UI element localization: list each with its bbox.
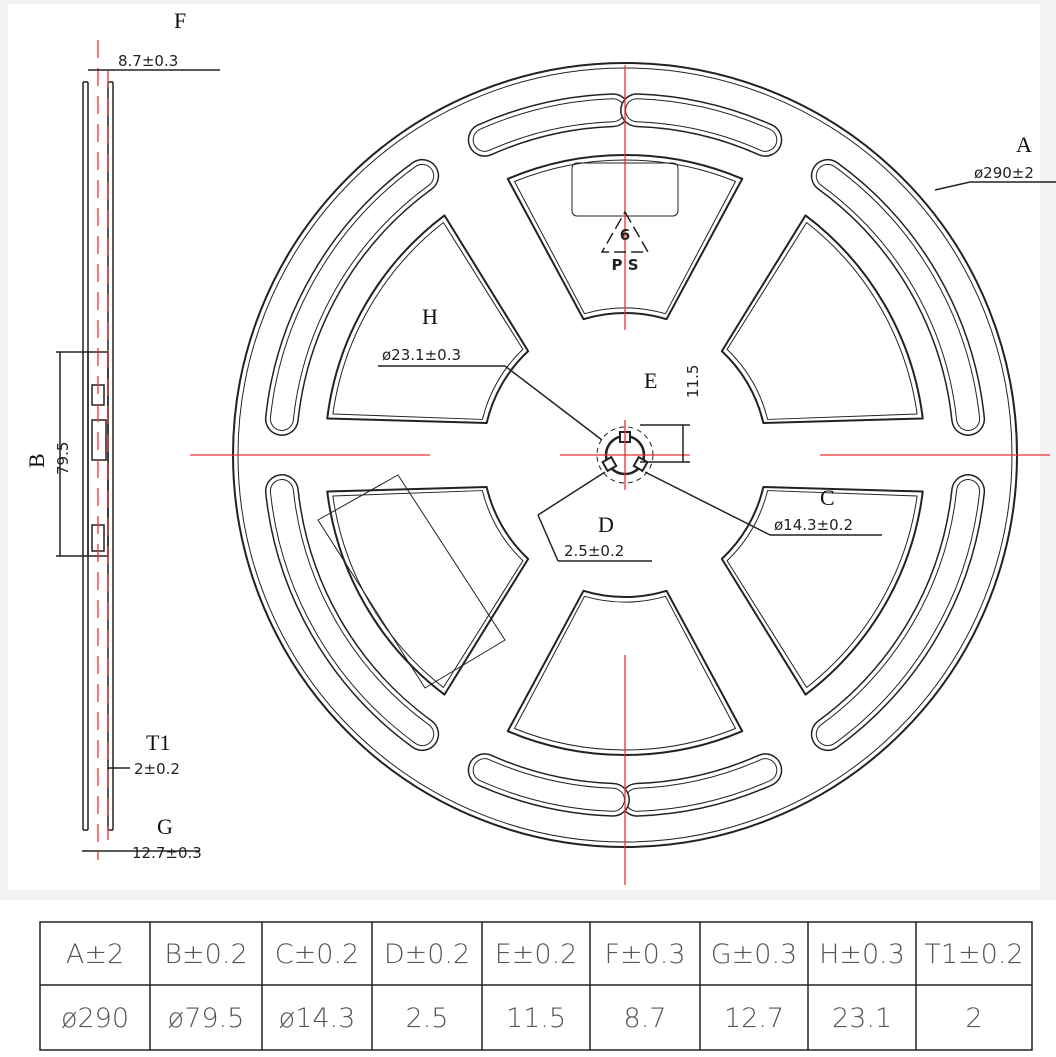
table-header: E±0.2 — [495, 939, 578, 970]
table-header: G±0.3 — [711, 939, 797, 970]
dim-letter: T1 — [146, 730, 170, 755]
dim-letter: A — [1016, 132, 1032, 157]
dim-letter: F — [174, 8, 186, 33]
table-cell: ø79.5 — [168, 1003, 245, 1034]
table-cell: 11.5 — [506, 1003, 566, 1034]
dim-letter: E — [644, 368, 657, 393]
dim-value: 8.7±0.3 — [118, 52, 178, 70]
table-cell: ø290 — [61, 1003, 129, 1034]
dim-value: 2±0.2 — [134, 760, 180, 778]
recycle-material: P S — [611, 256, 638, 274]
dim-letter: C — [820, 485, 835, 510]
dim-value: ø14.3±0.2 — [774, 516, 853, 534]
table-cell: 12.7 — [724, 1003, 784, 1034]
dim-value: ø290±2 — [974, 164, 1034, 182]
table-header: T1±0.2 — [924, 939, 1023, 970]
dim-letter: G — [157, 814, 173, 839]
dim-letter: D — [598, 512, 614, 537]
dim-letter: H — [422, 304, 438, 329]
table-cell: 23.1 — [832, 1003, 892, 1034]
table-cell: 8.7 — [624, 1003, 667, 1034]
table-header: A±2 — [66, 939, 124, 970]
dim-value: 2.5±0.2 — [564, 542, 624, 560]
dim-value: 12.7±0.3 — [132, 844, 202, 862]
table-cell: 2.5 — [406, 1003, 449, 1034]
table-header: H±0.3 — [819, 939, 905, 970]
dim-value: 79.5 — [54, 442, 72, 475]
table-cell: ø14.3 — [279, 1003, 356, 1034]
table-header: D±0.2 — [384, 939, 470, 970]
table-header: B±0.2 — [164, 939, 247, 970]
dim-value: 11.5 — [684, 365, 702, 398]
table-header: C±0.2 — [275, 939, 359, 970]
dim-letter: B — [24, 453, 49, 468]
dim-value: ø23.1±0.3 — [382, 346, 461, 364]
table-header: F±0.3 — [604, 939, 685, 970]
drawing: F 8.7±0.3 A ø290±2 H ø23.1±0.3 E 11.5 C … — [0, 0, 1056, 1057]
recycle-code: 6 — [620, 226, 630, 244]
table-cell: 2 — [965, 1003, 982, 1034]
